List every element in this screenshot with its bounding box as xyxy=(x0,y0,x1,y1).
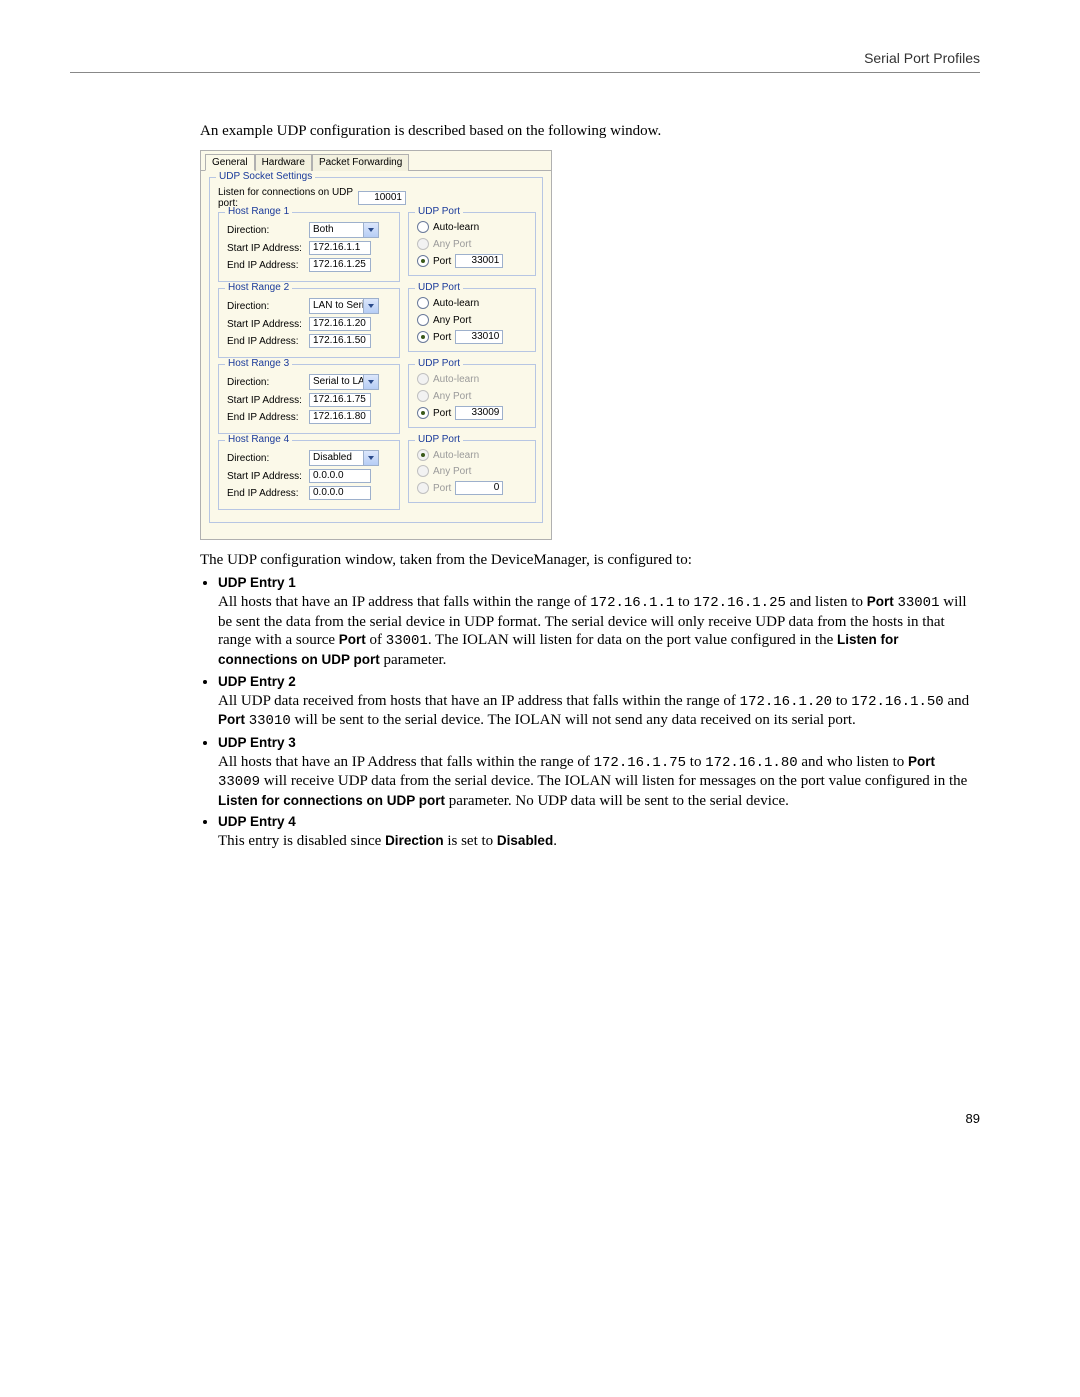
entry-body: All hosts that have an IP Address that f… xyxy=(218,753,980,811)
radio-auto: Auto-learn xyxy=(417,373,479,385)
radio-any: Any Port xyxy=(417,390,471,402)
udp-entry-1: UDP Entry 1 All hosts that have an IP add… xyxy=(218,575,980,670)
radio-dot-icon xyxy=(417,221,429,233)
end-ip-label: End IP Address: xyxy=(227,412,309,423)
radio-dot-icon xyxy=(417,482,429,494)
end-ip-label: End IP Address: xyxy=(227,336,309,347)
start-ip-input[interactable]: 172.16.1.75 xyxy=(309,393,371,407)
tab-hardware[interactable]: Hardware xyxy=(255,154,312,171)
intro-text: An example UDP configuration is describe… xyxy=(200,123,980,140)
tab-general[interactable]: General xyxy=(205,154,255,171)
radio-auto[interactable]: Auto-learn xyxy=(417,221,479,233)
udp-entry-3: UDP Entry 3 All hosts that have an IP Add… xyxy=(218,735,980,811)
radio-port[interactable]: Port xyxy=(417,407,451,419)
direction-label: Direction: xyxy=(227,377,309,388)
udp-config-window: GeneralHardwarePacket Forwarding UDP Soc… xyxy=(200,150,552,540)
direction-label: Direction: xyxy=(227,453,309,464)
direction-select[interactable]: Serial to LAN xyxy=(309,374,379,390)
listen-port-input[interactable]: 10001 xyxy=(358,191,406,205)
chevron-down-icon xyxy=(363,451,378,465)
start-ip-input[interactable]: 172.16.1.1 xyxy=(309,241,371,255)
tab-packet-forwarding[interactable]: Packet Forwarding xyxy=(312,154,409,171)
udp-port-legend: UDP Port xyxy=(415,206,463,217)
start-ip-label: Start IP Address: xyxy=(227,395,309,406)
entry-title: UDP Entry 2 xyxy=(218,674,980,689)
host-range-1: Host Range 1Direction:BothStart IP Addre… xyxy=(218,212,400,282)
host-range-legend: Host Range 3 xyxy=(225,358,292,369)
host-range-legend: Host Range 1 xyxy=(225,206,292,217)
udp-entry-4: UDP Entry 4 This entry is disabled since … xyxy=(218,814,980,851)
start-ip-label: Start IP Address: xyxy=(227,243,309,254)
socket-legend: UDP Socket Settings xyxy=(216,171,315,182)
radio-dot-icon xyxy=(417,373,429,385)
radio-auto[interactable]: Auto-learn xyxy=(417,297,479,309)
port-input[interactable]: 33001 xyxy=(455,254,503,268)
udp-port-4: UDP PortAuto-learnAny PortPort0 xyxy=(408,440,536,503)
udp-entry-2: UDP Entry 2 All UDP data received from ho… xyxy=(218,674,980,731)
direction-select[interactable]: LAN to Serial xyxy=(309,298,379,314)
end-ip-input[interactable]: 172.16.1.25 xyxy=(309,258,371,272)
udp-socket-settings: UDP Socket Settings Listen for connectio… xyxy=(209,177,543,523)
chevron-down-icon xyxy=(363,223,378,237)
entry-title: UDP Entry 1 xyxy=(218,575,980,590)
radio-any: Any Port xyxy=(417,465,471,477)
radio-auto: Auto-learn xyxy=(417,449,479,461)
chevron-down-icon xyxy=(363,375,378,389)
end-ip-input[interactable]: 172.16.1.50 xyxy=(309,334,371,348)
start-ip-label: Start IP Address: xyxy=(227,471,309,482)
radio-dot-icon xyxy=(417,449,429,461)
radio-dot-icon xyxy=(417,407,429,419)
direction-label: Direction: xyxy=(227,225,309,236)
port-input[interactable]: 33010 xyxy=(455,330,503,344)
end-ip-label: End IP Address: xyxy=(227,260,309,271)
radio-port: Port xyxy=(417,482,451,494)
direction-select[interactable]: Disabled xyxy=(309,450,379,466)
entry-title: UDP Entry 3 xyxy=(218,735,980,750)
start-ip-input[interactable]: 0.0.0.0 xyxy=(309,469,371,483)
host-range-legend: Host Range 2 xyxy=(225,282,292,293)
chevron-down-icon xyxy=(363,299,378,313)
entries-list: UDP Entry 1 All hosts that have an IP add… xyxy=(200,575,980,851)
radio-dot-icon xyxy=(417,314,429,326)
udp-port-legend: UDP Port xyxy=(415,282,463,293)
direction-select[interactable]: Both xyxy=(309,222,379,238)
host-range-4: Host Range 4Direction:DisabledStart IP A… xyxy=(218,440,400,510)
end-ip-input[interactable]: 172.16.1.80 xyxy=(309,410,371,424)
host-range-legend: Host Range 4 xyxy=(225,434,292,445)
tabs-row: GeneralHardwarePacket Forwarding xyxy=(201,151,551,171)
radio-any[interactable]: Any Port xyxy=(417,314,471,326)
radio-dot-icon xyxy=(417,297,429,309)
port-input: 0 xyxy=(455,481,503,495)
entry-title: UDP Entry 4 xyxy=(218,814,980,829)
radio-dot-icon xyxy=(417,465,429,477)
start-ip-input[interactable]: 172.16.1.20 xyxy=(309,317,371,331)
entry-body: All hosts that have an IP address that f… xyxy=(218,593,980,670)
radio-any: Any Port xyxy=(417,238,471,250)
radio-dot-icon xyxy=(417,331,429,343)
udp-port-legend: UDP Port xyxy=(415,434,463,445)
page-header: Serial Port Profiles xyxy=(70,50,980,73)
radio-port[interactable]: Port xyxy=(417,255,451,267)
end-ip-label: End IP Address: xyxy=(227,488,309,499)
udp-port-legend: UDP Port xyxy=(415,358,463,369)
start-ip-label: Start IP Address: xyxy=(227,319,309,330)
entry-body: This entry is disabled since Direction i… xyxy=(218,832,980,851)
radio-dot-icon xyxy=(417,390,429,402)
page-number: 89 xyxy=(100,1111,980,1126)
radio-dot-icon xyxy=(417,255,429,267)
host-range-2: Host Range 2Direction:LAN to SerialStart… xyxy=(218,288,400,358)
udp-port-2: UDP PortAuto-learnAny PortPort33010 xyxy=(408,288,536,352)
host-range-3: Host Range 3Direction:Serial to LANStart… xyxy=(218,364,400,434)
direction-label: Direction: xyxy=(227,301,309,312)
entry-body: All UDP data received from hosts that ha… xyxy=(218,692,980,731)
after-intro: The UDP configuration window, taken from… xyxy=(200,552,980,569)
udp-port-1: UDP PortAuto-learnAny PortPort33001 xyxy=(408,212,536,276)
radio-port[interactable]: Port xyxy=(417,331,451,343)
end-ip-input[interactable]: 0.0.0.0 xyxy=(309,486,371,500)
radio-dot-icon xyxy=(417,238,429,250)
port-input[interactable]: 33009 xyxy=(455,406,503,420)
udp-port-3: UDP PortAuto-learnAny PortPort33009 xyxy=(408,364,536,428)
